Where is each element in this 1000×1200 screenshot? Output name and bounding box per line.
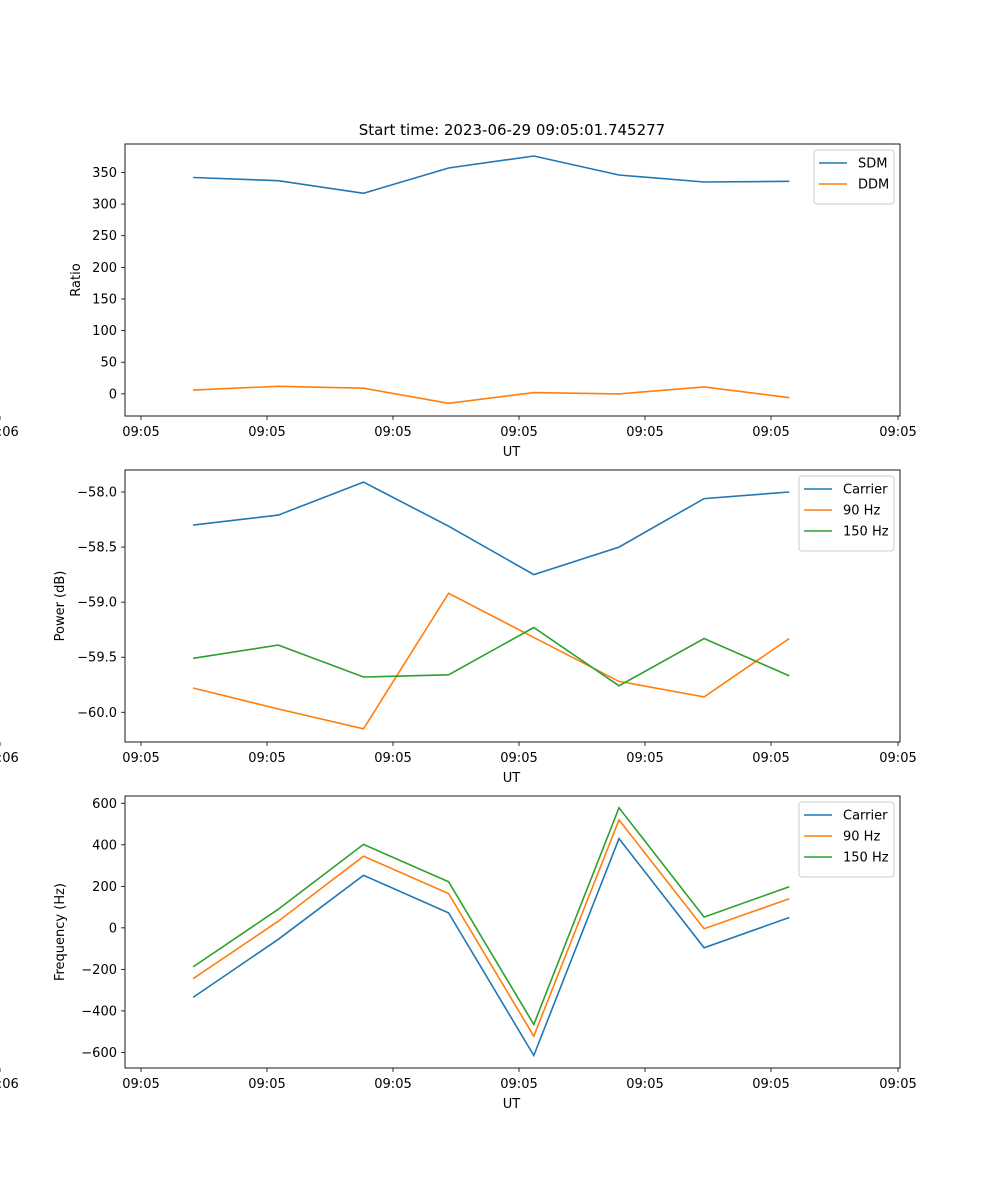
x-tick-label: 09:05 bbox=[500, 1077, 537, 1092]
x-tick-label: 09:05 bbox=[879, 1077, 916, 1092]
x-tick-label: 09:05 bbox=[248, 751, 285, 766]
legend-entry-label: 90 Hz bbox=[843, 830, 880, 845]
legend-entry-label: Carrier bbox=[843, 809, 888, 824]
legend-entry-label: 90 Hz bbox=[843, 504, 880, 519]
x-axis-label: UT bbox=[503, 445, 521, 460]
y-tick-label: 300 bbox=[92, 198, 117, 213]
subplot-2: 09:05 09:05 09:05 09:05 09:05 09:05 09:05 09:06… bbox=[0, 469, 917, 786]
y-tick-label: 250 bbox=[92, 229, 117, 244]
x-tick-label: 09:05 bbox=[752, 425, 789, 440]
y-tick-label: 100 bbox=[92, 324, 117, 339]
series-line-ddm bbox=[193, 385, 790, 405]
y-tick-label: 150 bbox=[92, 292, 117, 307]
y-tick-label: −600 bbox=[81, 1046, 117, 1061]
axes-frame bbox=[124, 795, 901, 1069]
y-tick-label: −59.5 bbox=[77, 651, 117, 666]
y-axis-label: Frequency (Hz) bbox=[53, 883, 68, 981]
y-tick-label: 200 bbox=[92, 880, 117, 895]
x-tick-label: 09:05 bbox=[122, 425, 159, 440]
x-tick-label: 09:05 bbox=[752, 1077, 789, 1092]
y-tick-label: 350 bbox=[92, 166, 117, 181]
y-tick-label: −58.0 bbox=[77, 486, 117, 501]
x-tick-label: 09:05 bbox=[626, 751, 663, 766]
x-tick-label: 09:05 bbox=[122, 751, 159, 766]
legend-box bbox=[798, 475, 895, 552]
x-tick-label: 09:05 bbox=[752, 751, 789, 766]
axes-frame bbox=[124, 143, 901, 417]
y-tick-label: 400 bbox=[92, 838, 117, 853]
subplot-1: 09:05 09:05 09:05 09:05 09:05 09:05 09:05 09:06… bbox=[0, 143, 917, 460]
y-tick-label: 0 bbox=[109, 921, 117, 936]
y-axis-label: Ratio bbox=[69, 263, 84, 296]
y-tick-label: −400 bbox=[81, 1004, 117, 1019]
y-tick-label: −59.0 bbox=[77, 596, 117, 611]
x-axis-label: UT bbox=[503, 771, 521, 786]
axes-frame bbox=[124, 469, 901, 743]
x-tick-label: 09:06 bbox=[0, 1077, 19, 1092]
x-tick-label: 09:05 bbox=[626, 1077, 663, 1092]
legend: Carrier 90 Hz 150 Hz bbox=[798, 801, 895, 878]
series-line-150-hz bbox=[192, 806, 790, 1027]
series-line-90-hz bbox=[192, 818, 790, 1039]
series-line-carrier bbox=[193, 481, 790, 576]
x-tick-label: 09:06 bbox=[0, 751, 19, 766]
x-tick-label: 09:05 bbox=[879, 751, 916, 766]
subplot-3: 09:05 09:05 09:05 09:05 09:05 09:05 09:05 09:06… bbox=[0, 795, 917, 1112]
y-tick-label: −60.0 bbox=[77, 706, 117, 721]
legend-entry-label: Carrier bbox=[843, 483, 888, 498]
figure-title: Start time: 2023-06-29 09:05:01.745277 bbox=[359, 121, 665, 139]
y-tick-label: 600 bbox=[92, 797, 117, 812]
y-tick-label: −200 bbox=[81, 963, 117, 978]
x-tick-label: 09:05 bbox=[248, 425, 285, 440]
legend-entry-label: 150 Hz bbox=[843, 851, 889, 866]
series-line-carrier bbox=[192, 837, 790, 1058]
legend: Carrier 90 Hz 150 Hz bbox=[798, 475, 895, 552]
legend: SDM DDM bbox=[813, 149, 895, 205]
legend-entry-label: SDM bbox=[858, 157, 887, 172]
x-tick-label: 09:05 bbox=[500, 425, 537, 440]
x-tick-label: 09:05 bbox=[879, 425, 916, 440]
x-tick-label: 09:05 bbox=[248, 1077, 285, 1092]
x-tick-label: 09:05 bbox=[626, 425, 663, 440]
series-line-150-hz bbox=[192, 626, 790, 687]
x-tick-label: 09:05 bbox=[500, 751, 537, 766]
legend-box bbox=[798, 801, 895, 878]
legend-entry-label: 150 Hz bbox=[843, 525, 889, 540]
y-axis-label: Power (dB) bbox=[53, 571, 68, 642]
y-tick-label: −58.5 bbox=[77, 541, 117, 556]
y-tick-label: 50 bbox=[100, 356, 117, 371]
y-tick-label: 0 bbox=[109, 387, 117, 402]
x-tick-label: 09:05 bbox=[374, 425, 411, 440]
legend-entry-label: DDM bbox=[858, 178, 889, 193]
y-tick-label: 200 bbox=[92, 261, 117, 276]
x-tick-label: 09:05 bbox=[374, 751, 411, 766]
series-line-sdm bbox=[193, 155, 790, 195]
x-tick-label: 09:05 bbox=[122, 1077, 159, 1092]
x-tick-label: 09:05 bbox=[374, 1077, 411, 1092]
x-tick-label: 09:06 bbox=[0, 425, 19, 440]
x-axis-label: UT bbox=[503, 1097, 521, 1112]
series-line-90-hz bbox=[192, 592, 790, 730]
